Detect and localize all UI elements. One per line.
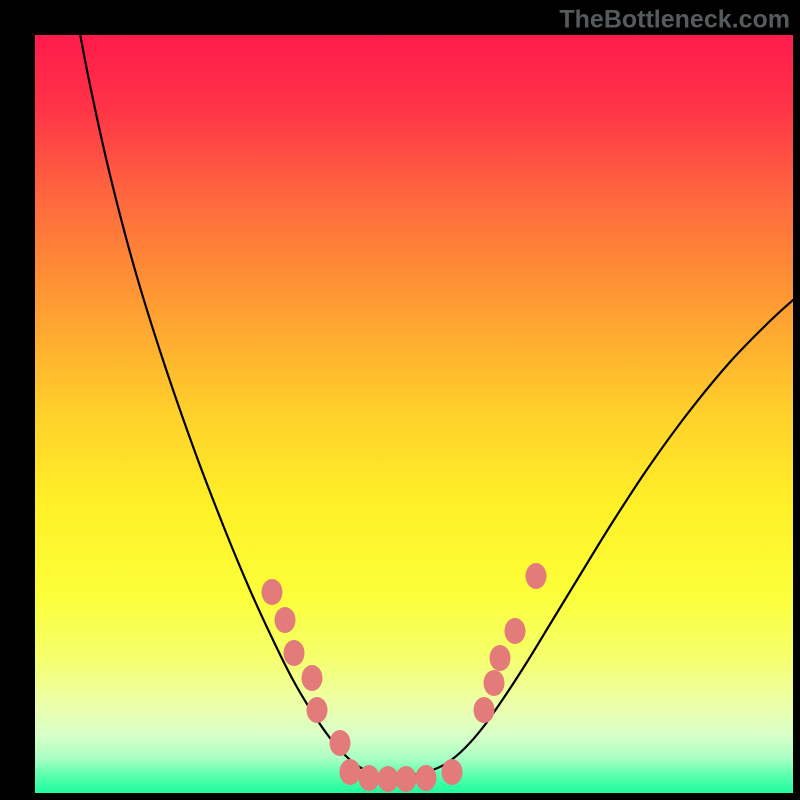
curve-marker — [526, 563, 547, 589]
curve-marker — [396, 766, 417, 792]
curve-marker — [359, 765, 380, 791]
curve-marker — [505, 618, 526, 644]
curve-marker — [307, 697, 328, 723]
curve-marker — [484, 670, 505, 696]
curve-marker — [490, 645, 511, 671]
watermark-text: TheBottleneck.com — [559, 5, 790, 33]
plot-background — [35, 35, 793, 793]
curve-marker — [275, 607, 296, 633]
curve-marker — [340, 759, 361, 785]
curve-marker — [302, 665, 323, 691]
curve-marker — [474, 697, 495, 723]
curve-marker — [262, 579, 283, 605]
curve-marker — [442, 759, 463, 785]
curve-marker — [330, 730, 351, 756]
curve-marker — [378, 766, 399, 792]
curve-marker — [416, 765, 437, 791]
curve-marker — [284, 640, 305, 666]
